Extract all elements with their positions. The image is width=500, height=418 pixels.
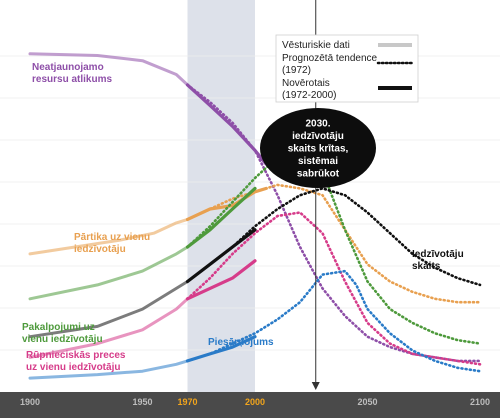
observed-period-band (187, 0, 255, 392)
series-historical-line (28, 52, 189, 87)
series-label-line: Piesārņojums (208, 337, 274, 348)
x-tick-label: 1950 (132, 397, 152, 407)
series-label: Piesārņojums (208, 337, 274, 348)
series-label-line: vienu iedzīvotāju (22, 334, 103, 345)
annotation-line: sistēmai (298, 156, 338, 167)
series-label-line: Pakalpojumi uz (22, 322, 95, 333)
series-lines (28, 52, 482, 380)
series-label-line: skaits (412, 261, 441, 272)
series-projection-line (186, 187, 482, 287)
x-tick-label: 1970 (177, 397, 197, 407)
x-axis-ticks: 1900 1950 1970 2000 2050 2100 (20, 397, 490, 407)
legend-label-observed-line1: Novērotais (282, 78, 330, 89)
series-projection-line (186, 183, 482, 304)
series-label-line: Iedzīvotāju (412, 249, 464, 260)
series-historical-line (28, 359, 189, 380)
series-projection-line (186, 211, 482, 366)
x-tick-label: 2000 (245, 397, 265, 407)
x-tick-label: 1900 (20, 397, 40, 407)
legend-label-projection-line2: (1972) (282, 65, 311, 76)
legend-label-projection-line1: Prognozētā tendence (282, 53, 378, 64)
annotation-bubble (260, 108, 376, 188)
annotation-line: sabrūkot (297, 169, 340, 180)
series-label-line: Neatjaunojamo (32, 62, 104, 73)
legend: Vēsturiskie dati Prognozētā tendence (19… (275, 34, 419, 103)
series-label-line: Rūpnieciskās preces (26, 350, 126, 361)
annotation-line: iedzīvotāju (292, 131, 344, 142)
legend-label-observed-line2: (1972-2000) (282, 90, 336, 101)
series-projection-line (186, 269, 482, 373)
annotation-line: 2030. (305, 119, 330, 130)
series-historical-line (28, 245, 189, 301)
x-tick-label: 2100 (470, 397, 490, 407)
series-label-line: iedzīvotāju (74, 244, 126, 255)
x-tick-label: 2050 (357, 397, 377, 407)
series-observed-line (185, 83, 268, 166)
series-label-line: Pārtika uz vienu (74, 232, 150, 243)
x-axis-bar (0, 392, 500, 418)
legend-label-historical: Vēsturiskie dati (282, 40, 350, 51)
series-labels: Neatjaunojamo resursu atlikums Pārtika uz … (22, 62, 464, 373)
series-label: Pārtika uz vienu iedzīvotāju (74, 232, 150, 255)
annotation-line: skaits krītas, (288, 144, 349, 155)
collapse-marker-arrow (311, 382, 320, 390)
series-label: Rūpnieciskās preces uz vienu iedzīvotāju (26, 350, 126, 373)
collapse-annotation: 2030. iedzīvotāju skaits krītas, sistēmai sa… (260, 108, 376, 188)
series-observed-line (185, 259, 257, 301)
series-label-line: resursu atlikums (32, 74, 112, 85)
series-label: Pakalpojumi uz vienu iedzīvotāju (22, 322, 103, 345)
series-historical-line (28, 297, 189, 359)
series-observed-line (185, 186, 257, 249)
series-historical-line (28, 217, 189, 256)
series-historical-line (28, 280, 189, 339)
series-label: Neatjaunojamo resursu atlikums (32, 62, 112, 85)
series-label: Iedzīvotāju skaits (412, 249, 464, 272)
annotation-text: 2030. iedzīvotāju skaits krītas, sistēmai sa… (288, 119, 349, 180)
series-label-line: uz vienu iedzīvotāju (26, 362, 120, 373)
